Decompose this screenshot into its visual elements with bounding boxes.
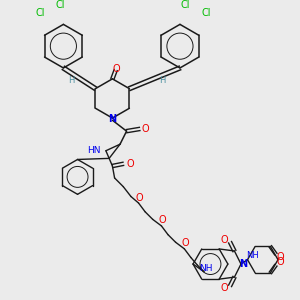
Text: Cl: Cl bbox=[56, 0, 65, 10]
Text: O: O bbox=[136, 193, 143, 202]
Text: O: O bbox=[159, 215, 166, 226]
Text: O: O bbox=[113, 64, 121, 74]
Text: O: O bbox=[276, 252, 284, 262]
Text: O: O bbox=[126, 159, 134, 169]
Text: O: O bbox=[221, 283, 228, 293]
Text: O: O bbox=[276, 257, 284, 267]
Text: H: H bbox=[69, 76, 75, 85]
Text: Cl: Cl bbox=[36, 8, 45, 19]
Text: N: N bbox=[108, 114, 116, 124]
Text: O: O bbox=[141, 124, 149, 134]
Text: O: O bbox=[221, 235, 228, 245]
Text: NH: NH bbox=[247, 251, 259, 260]
Text: O: O bbox=[182, 238, 189, 248]
Text: N: N bbox=[239, 259, 247, 269]
Text: Cl: Cl bbox=[201, 8, 211, 19]
Text: H: H bbox=[159, 76, 166, 85]
Text: Cl: Cl bbox=[181, 0, 190, 10]
Text: NH: NH bbox=[200, 264, 213, 273]
Text: HN: HN bbox=[87, 146, 101, 155]
